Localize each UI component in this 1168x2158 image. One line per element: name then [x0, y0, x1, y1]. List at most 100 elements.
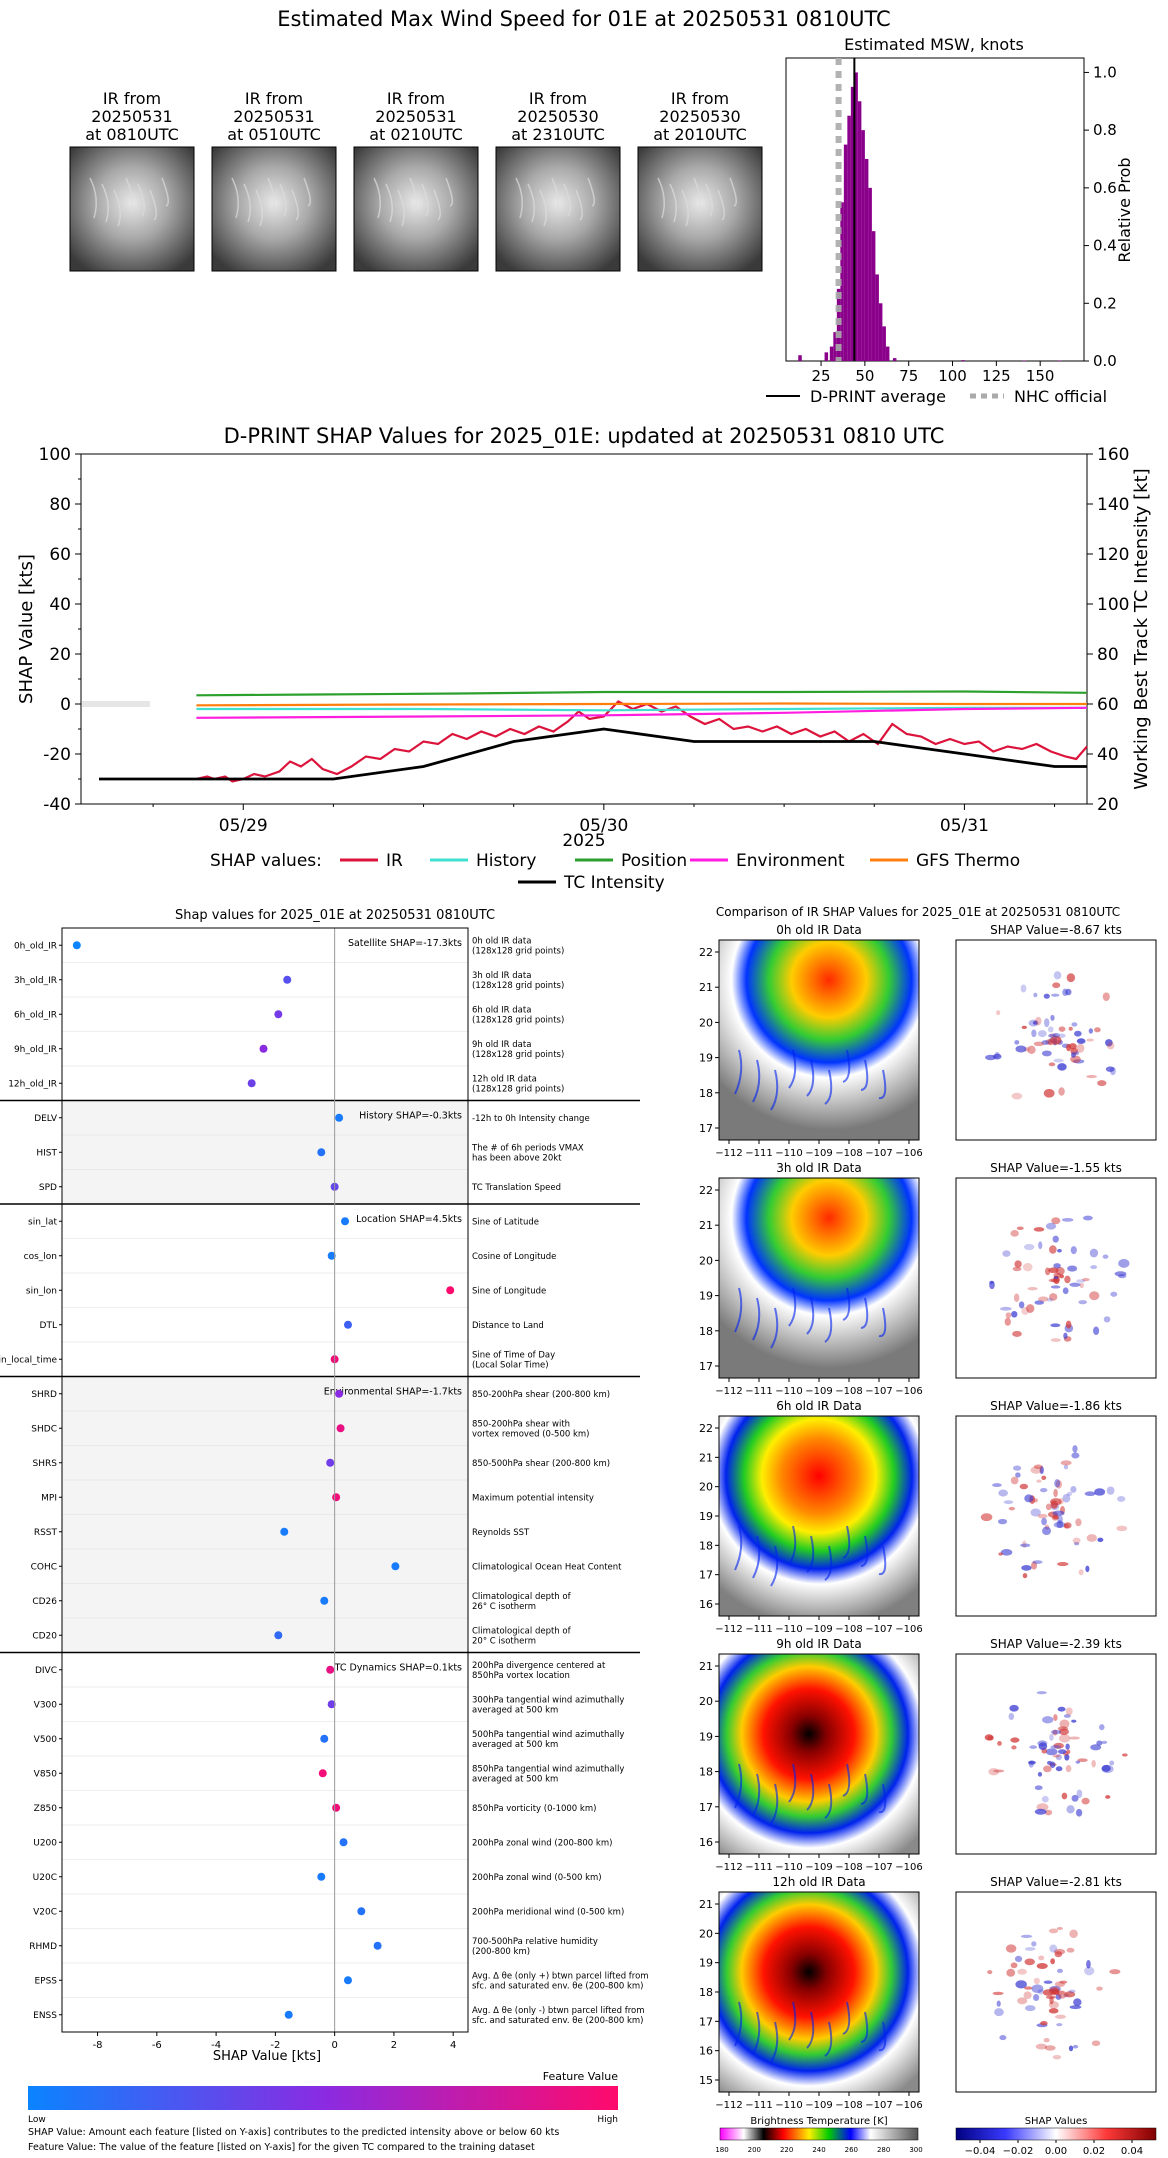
shap-map-blob	[1101, 1764, 1114, 1774]
shap-map-blob	[993, 1769, 1005, 1773]
shap-map-blob	[1039, 1466, 1044, 1475]
ir-cloud-band	[681, 189, 689, 227]
shap-map-blob	[1072, 2044, 1079, 2049]
feature-point	[326, 1458, 335, 1467]
feature-point	[391, 1562, 400, 1571]
histogram-bar	[1022, 360, 1027, 361]
histogram-bar	[850, 86, 855, 361]
x-tick-label: −108	[835, 1148, 862, 1159]
shap-map-blob	[1037, 1513, 1048, 1519]
legend-average-label: D-PRINT average	[810, 387, 946, 406]
ir-cloud-band	[539, 189, 547, 227]
feature-name: CD20	[32, 1631, 57, 1641]
feature-description: Sine of Latitude	[472, 1217, 539, 1227]
shap-map-blob	[1065, 1765, 1072, 1773]
y-tick-label: -20	[43, 745, 71, 765]
histogram-bar	[864, 159, 869, 361]
shap-map-blob	[1014, 1260, 1022, 1268]
shap-map-blob	[1044, 1018, 1050, 1028]
shap-map-blob	[1043, 993, 1050, 999]
group-label: TC Dynamics SHAP=0.1kts	[334, 1663, 462, 1674]
shap-map-blob	[1058, 1498, 1064, 1505]
x-tick-label: −107	[865, 2100, 892, 2111]
histogram-bars	[798, 58, 1062, 362]
ir-rainband	[752, 1059, 761, 1103]
shap-map-blob	[1061, 1217, 1074, 1222]
shap-map-blob	[1076, 1038, 1086, 1044]
shap-map-blob	[1059, 1980, 1068, 1984]
ir-data-title: 12h old IR Data	[772, 1875, 865, 1889]
feature-point	[357, 1907, 366, 1916]
y-tick-label: 20	[699, 1927, 713, 1940]
shap-map-blob	[1047, 1026, 1054, 1033]
ir-rainband	[770, 1545, 779, 1587]
y-tick-label: 40	[49, 595, 71, 615]
x-tick-label: −111	[745, 1386, 772, 1397]
shap-map-blob	[1055, 1766, 1063, 1772]
ir-cloud-band	[137, 183, 145, 217]
shap-map-blob	[994, 2008, 1004, 2017]
feature-description: 500hPa tangential wind azimuthally	[472, 1730, 624, 1740]
shap-map-blob	[1051, 1217, 1061, 1225]
y-tick-label: 20	[699, 1695, 713, 1708]
feature-point	[320, 1734, 329, 1743]
ir-panel-label-date: 20250531	[233, 107, 314, 126]
y-tick-label: 16	[699, 1836, 713, 1849]
shap-map-blob	[1071, 1719, 1077, 1723]
shap-map-blob	[1041, 1795, 1049, 1803]
timeseries-title: D-PRINT SHAP Values for 2025_01E: update…	[224, 424, 945, 449]
feature-description: 300hPa tangential wind azimuthally	[472, 1695, 624, 1705]
feature-point	[317, 1148, 326, 1157]
shap-map-blob	[1019, 1483, 1029, 1490]
shap-map-blob	[1041, 1040, 1050, 1045]
bt-tick-label: 220	[780, 2146, 793, 2154]
x-tick-label: −110	[775, 1862, 802, 1873]
feature-name: RSST	[34, 1528, 58, 1538]
feature-description: (Local Solar Time)	[472, 1360, 549, 1370]
shap-map-blob	[1063, 1332, 1068, 1339]
shap-map-blob	[1078, 1300, 1088, 1305]
histogram-bar	[882, 326, 886, 361]
feature-point	[247, 1079, 256, 1088]
shap-map-blob	[1048, 2001, 1059, 2009]
shap-map-blob	[1013, 1465, 1022, 1471]
y-tick-label: 20	[699, 1254, 713, 1267]
group-label: History SHAP=-0.3kts	[359, 1111, 462, 1122]
shap-map-blob	[1114, 1271, 1127, 1277]
shap-map-blob	[1097, 1537, 1104, 1543]
ir-panel-label-line1: IR from	[245, 89, 303, 108]
ir-cloud-band	[89, 177, 97, 219]
ir-cloud-band	[445, 177, 453, 207]
shap-map-blob	[1041, 1517, 1047, 1526]
shap-map-blob	[1006, 1968, 1016, 1977]
feature-name: Z850	[34, 1804, 58, 1814]
feature-axes: -8 -6 -4 -2 0 2 4	[93, 2032, 456, 2051]
shap-map-blob	[1081, 1797, 1090, 1805]
shap-colorbar-title: SHAP Values	[1025, 2116, 1088, 2127]
feature-name: SHRD	[31, 1390, 57, 1400]
feature-point	[274, 1010, 283, 1019]
shap-map-blob	[1056, 1520, 1064, 1529]
shap-map-blob	[1020, 1934, 1033, 1938]
ir-rainband	[734, 1525, 743, 1571]
ir-panel-label-date: 20250531	[375, 107, 456, 126]
x-tick-label: 2	[391, 2040, 397, 2051]
shap-map-blob	[1109, 1760, 1115, 1766]
feature-name: sin_lon	[26, 1286, 57, 1296]
group-label: Location SHAP=4.5kts	[356, 1214, 462, 1225]
feature-description: (128x128 grid points)	[472, 946, 564, 956]
feature-description: 850hPa vorticity (0-1000 km)	[472, 1804, 596, 1814]
ir-panel-label-time: at 0210UTC	[369, 125, 463, 144]
x-tick-label: −111	[745, 2100, 772, 2111]
feature-point	[332, 1493, 341, 1502]
ir-cloud-band	[421, 183, 429, 217]
bt-tick-label: 260	[845, 2146, 858, 2154]
shap-map-blob	[1049, 1733, 1054, 1741]
series-line-gfs-thermo	[196, 702, 1087, 707]
feature-description: Climatological depth of	[472, 1592, 572, 1602]
shap-map-blob	[1008, 1712, 1015, 1721]
shap-map-blob	[1050, 1729, 1062, 1735]
bt-tick-label: 200	[748, 2146, 761, 2154]
shap-map-blob	[1072, 1537, 1081, 1544]
ir-rainband	[806, 1297, 815, 1335]
